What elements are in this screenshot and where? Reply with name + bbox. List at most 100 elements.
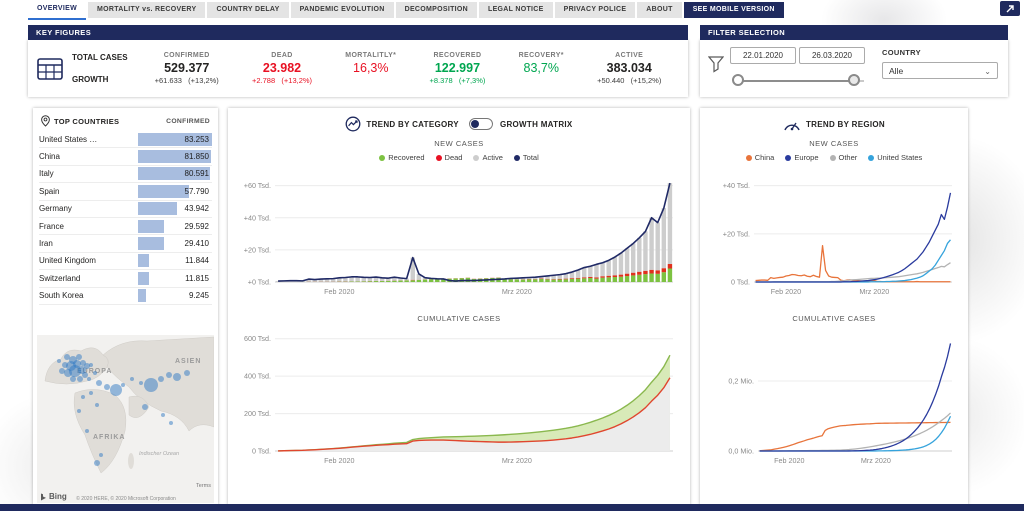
- confirmed-value: 57.790: [184, 186, 209, 196]
- table-row[interactable]: France 29.592: [39, 218, 212, 236]
- svg-text:0,2 Mio.: 0,2 Mio.: [728, 377, 754, 386]
- bing-b-icon: [41, 491, 46, 501]
- svg-text:+60 Tsd.: +60 Tsd.: [244, 181, 271, 190]
- legend-item-dead[interactable]: Dead: [435, 153, 462, 162]
- confirmed-value: 81.850: [184, 152, 209, 162]
- svg-text:0 Tsd.: 0 Tsd.: [252, 447, 271, 456]
- chevron-down-icon: ⌄: [984, 67, 991, 76]
- legend-dot: [473, 154, 480, 161]
- legend-item-united-states[interactable]: United States: [868, 153, 922, 162]
- region-cumulative-chart[interactable]: 0,0 Mio. 0,2 Mio. Feb 2020 Mrz 2020: [708, 325, 960, 475]
- confirmed-column-header[interactable]: CONFIRMED: [166, 117, 210, 125]
- confirmed-value: 11.844: [185, 256, 209, 266]
- new-cases-chart[interactable]: +0 Tsd. +20 Tsd. +40 Tsd. +60 Tsd. Feb 2020 M…: [237, 166, 681, 298]
- trend-by-region-header: TREND BY REGION: [783, 115, 885, 133]
- table-row[interactable]: South Korea 9.245: [39, 288, 212, 305]
- svg-text:+40 Tsd.: +40 Tsd.: [244, 213, 271, 222]
- tab-decomposition[interactable]: DECOMPOSITION: [395, 2, 478, 18]
- tab-about[interactable]: ABOUT: [637, 2, 682, 18]
- stat-value: 383.034: [606, 61, 652, 75]
- region-new-cases-chart[interactable]: 0 Tsd. +20 Tsd. +40 Tsd. Feb 2020 Mrz 2020: [708, 166, 960, 298]
- slider-handle-right[interactable]: [848, 74, 860, 86]
- legend-item-total[interactable]: Total: [513, 153, 539, 162]
- table-row[interactable]: United Kingdom 11.844: [39, 253, 212, 271]
- map-terms-link[interactable]: Terms: [196, 483, 211, 489]
- stat-header: CONFIRMED: [163, 52, 210, 59]
- map-canvas[interactable]: EUROPA ASIEN AFRIKA Indischer Ozean: [37, 335, 214, 503]
- new-cases-title: NEW CASES: [809, 139, 859, 148]
- cumulative-cases-chart[interactable]: 0 Tsd. 200 Tsd. 400 Tsd. 600 Tsd. Feb 2020 Mr…: [237, 325, 681, 475]
- date-range-slider[interactable]: [730, 70, 870, 92]
- location-pin-icon: [41, 115, 50, 127]
- cumulative-cases-title: CUMULATIVE CASES: [417, 314, 501, 323]
- external-link-icon[interactable]: [1000, 1, 1020, 16]
- legend-dot: [785, 154, 792, 161]
- world-map[interactable]: EUROPA ASIEN AFRIKA Indischer Ozean Bing…: [37, 335, 214, 503]
- bing-logo[interactable]: Bing: [40, 491, 67, 501]
- country-name: France: [39, 221, 64, 231]
- trend-category-toggle[interactable]: [468, 118, 493, 130]
- stat-confirmed: CONFIRMED 529.377 +61.633 (+13,2%): [155, 52, 219, 85]
- tab-see-mobile-version[interactable]: SEE MOBILE VERSION: [683, 2, 784, 18]
- tab-privacy-police[interactable]: PRIVACY POLICE: [554, 2, 636, 18]
- table-row[interactable]: Germany 43.942: [39, 201, 212, 218]
- trend-by-region-card: TREND BY REGION NEW CASES China Europe O…: [700, 108, 968, 505]
- svg-text:200 Tsd.: 200 Tsd.: [244, 409, 271, 418]
- svg-text:+20 Tsd.: +20 Tsd.: [723, 229, 750, 238]
- tab-overview[interactable]: OVERVIEW: [28, 2, 87, 20]
- svg-text:Mrz 2020: Mrz 2020: [502, 287, 532, 296]
- map-attribution: © 2020 HERE, © 2020 Microsoft Corporatio…: [76, 496, 176, 502]
- confirmed-bar: [138, 254, 149, 268]
- tab-legal-notice[interactable]: LEGAL NOTICE: [479, 2, 553, 18]
- confirmed-bar: [138, 289, 147, 303]
- region-legend: China Europe Other United States: [745, 153, 922, 162]
- date-to-input[interactable]: 26.03.2020: [799, 47, 865, 64]
- confirmed-value: 11.815: [185, 273, 209, 283]
- trend-by-category-header: TREND BY CATEGORY GROWTH MATRIX: [345, 115, 572, 133]
- legend-item-europe[interactable]: Europe: [785, 153, 819, 162]
- svg-text:400 Tsd.: 400 Tsd.: [244, 372, 271, 381]
- svg-text:600 Tsd.: 600 Tsd.: [244, 334, 271, 343]
- legend-item-recovered[interactable]: Recovered: [379, 153, 425, 162]
- table-row[interactable]: Iran 29.410: [39, 235, 212, 253]
- stat-growth: +61.633 (+13,2%): [154, 76, 219, 85]
- legend-dot: [868, 154, 875, 161]
- growth-matrix-label: GROWTH MATRIX: [499, 119, 573, 129]
- bottom-bar: [0, 504, 1024, 511]
- stat-growth: [345, 76, 396, 85]
- date-from-input[interactable]: 22.01.2020: [730, 47, 796, 64]
- confirmed-bar: [138, 150, 211, 164]
- table-row[interactable]: United States … 83.253: [39, 131, 212, 149]
- stat-value: 122.997: [434, 61, 481, 75]
- slider-handle-left[interactable]: [732, 74, 744, 86]
- svg-text:Feb 2020: Feb 2020: [324, 287, 354, 296]
- stat-growth: +50.440 (+15,2%): [597, 76, 662, 85]
- svg-text:0,0 Mio.: 0,0 Mio.: [728, 447, 754, 456]
- new-cases-title: NEW CASES: [434, 139, 484, 148]
- key-figures-stats: CONFIRMED 529.377 +61.633 (+13,2%) DEAD …: [138, 52, 688, 85]
- tab-country-delay[interactable]: COUNTRY DELAY: [207, 2, 289, 18]
- table-row[interactable]: Italy 80.591: [39, 166, 212, 184]
- tab-mortality-vs-recovery[interactable]: MORTALITY vs. RECOVERY: [88, 2, 206, 18]
- stat-header: ACTIVE: [615, 52, 644, 59]
- svg-text:+40 Tsd.: +40 Tsd.: [723, 181, 750, 190]
- legend-dot: [829, 154, 836, 161]
- country-name: South Korea: [39, 291, 84, 301]
- legend-item-other[interactable]: Other: [829, 153, 857, 162]
- legend-item-china[interactable]: China: [745, 153, 774, 162]
- map-dots: [57, 354, 190, 466]
- key-figures-card: TOTAL CASES GROWTH CONFIRMED 529.377 +61…: [28, 40, 688, 97]
- gauge-icon: [784, 122, 800, 130]
- tab-pandemic-evolution[interactable]: PANDEMIC EVOLUTION: [290, 2, 394, 18]
- table-row[interactable]: Switzerland 11.815: [39, 270, 212, 288]
- table-row[interactable]: China 81.850: [39, 148, 212, 166]
- country-dropdown[interactable]: Alle ⌄: [882, 62, 998, 79]
- confirmed-bar: [138, 132, 212, 146]
- legend-item-active[interactable]: Active: [473, 153, 503, 162]
- map-label-asia: ASIEN: [175, 358, 201, 365]
- confirmed-value: 83.253: [184, 134, 209, 144]
- table-row[interactable]: Spain 57.790: [39, 183, 212, 201]
- growth-label: GROWTH: [72, 74, 109, 84]
- tab-bar: OVERVIEW MORTALITY vs. RECOVERY COUNTRY …: [28, 2, 784, 20]
